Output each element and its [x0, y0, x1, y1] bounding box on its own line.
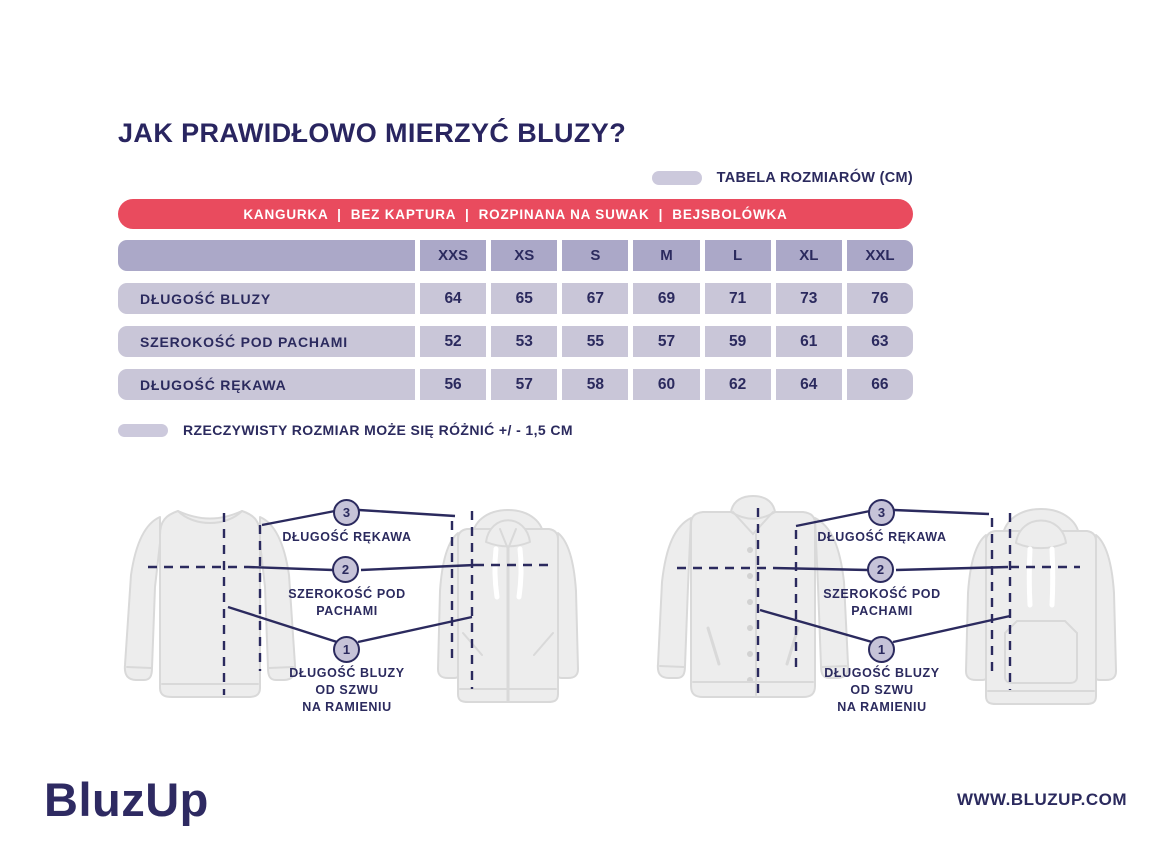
- brand-logo: BluzUp: [44, 773, 209, 826]
- diagram-left-illustration: [123, 508, 579, 703]
- size-table: XXS XS S M L XL XXL DŁUGOŚĆ BLUZY 64 65 …: [118, 240, 913, 400]
- size-value-cell: 60: [633, 369, 700, 400]
- size-header-cell: XXS: [420, 240, 487, 271]
- tolerance-note: RZECZYWISTY ROZMIAR MOŻE SIĘ RÓŻNIĆ +/ -…: [183, 422, 573, 438]
- size-header-cell: XXL: [846, 240, 913, 271]
- callout-circle-length: 1: [868, 636, 895, 663]
- row-label-cell: SZEROKOŚĆ POD PACHAMI: [118, 326, 415, 357]
- size-value-cell: 66: [846, 369, 913, 400]
- note-pill-icon: [118, 423, 168, 437]
- callout-label-width: SZEROKOŚĆ POD PACHAMI: [288, 587, 406, 618]
- size-value-cell: 59: [704, 326, 771, 357]
- callout-circle-width: 2: [867, 556, 894, 583]
- table-corner-cell: [118, 240, 415, 271]
- size-value-cell: 57: [633, 326, 700, 357]
- tolerance-note-row: RZECZYWISTY ROZMIAR MOŻE SIĘ RÓŻNIĆ +/ -…: [118, 422, 573, 438]
- size-value-cell: 71: [704, 283, 771, 314]
- diagram-right-illustration: [656, 495, 1117, 705]
- callout-label-length: DŁUGOŚĆ BLUZY OD SZWU NA RAMIENIU: [289, 666, 405, 714]
- size-value-cell: 55: [562, 326, 629, 357]
- size-header-cell: XL: [775, 240, 842, 271]
- callout-label-sleeve: DŁUGOŚĆ RĘKAWA: [282, 530, 412, 544]
- callout-label-length: DŁUGOŚĆ BLUZY OD SZWU NA RAMIENIU: [824, 666, 940, 714]
- callout-circle-sleeve: 3: [868, 499, 895, 526]
- category-banner: KANGURKA | BEZ KAPTURA | ROZPINANA NA SU…: [118, 199, 913, 229]
- size-table-caption: TABELA ROZMIARÓW (CM): [716, 170, 913, 186]
- callout-label-width: SZEROKOŚĆ POD PACHAMI: [823, 587, 941, 618]
- size-header-cell: XS: [491, 240, 558, 271]
- measurement-lines: [677, 508, 1080, 695]
- size-value-cell: 67: [562, 283, 629, 314]
- size-value-cell: 53: [491, 326, 558, 357]
- kangaroo-hoodie-illustration: [965, 508, 1117, 705]
- measurement-diagram-left: 3 DŁUGOŚĆ RĘKAWA 2 SZEROKOŚĆ POD PACHAMI…: [118, 483, 583, 738]
- website-url: WWW.BLUZUP.COM: [956, 790, 1127, 809]
- size-value-cell: 69: [633, 283, 700, 314]
- size-value-cell: 56: [420, 369, 487, 400]
- row-label-cell: DŁUGOŚĆ BLUZY: [118, 283, 415, 314]
- callout-label-sleeve: DŁUGOŚĆ RĘKAWA: [817, 530, 947, 544]
- callout-circle-sleeve: 3: [333, 499, 360, 526]
- sweatshirt-illustration: [123, 510, 297, 698]
- callout-circle-length: 1: [333, 636, 360, 663]
- size-value-cell: 65: [491, 283, 558, 314]
- legend-pill-icon: [651, 171, 702, 185]
- measurement-lines: [148, 508, 555, 695]
- page-title: JAK PRAWIDŁOWO MIERZYĆ BLUZY?: [118, 118, 627, 148]
- size-value-cell: 61: [775, 326, 842, 357]
- baseball-jacket-illustration: [656, 495, 850, 698]
- size-value-cell: 76: [846, 283, 913, 314]
- size-value-cell: 63: [846, 326, 913, 357]
- size-value-cell: 58: [562, 369, 629, 400]
- size-header-cell: L: [704, 240, 771, 271]
- zip-hoodie-illustration: [437, 509, 579, 703]
- table-caption-row: TABELA ROZMIARÓW (CM): [118, 170, 913, 186]
- size-value-cell: 64: [775, 369, 842, 400]
- size-value-cell: 52: [420, 326, 487, 357]
- callout-circle-width: 2: [332, 556, 359, 583]
- size-value-cell: 64: [420, 283, 487, 314]
- measurement-diagram-right: 3 DŁUGOŚĆ RĘKAWA 2 SZEROKOŚĆ POD PACHAMI…: [653, 483, 1123, 738]
- size-value-cell: 57: [491, 369, 558, 400]
- size-value-cell: 62: [704, 369, 771, 400]
- row-label-cell: DŁUGOŚĆ RĘKAWA: [118, 369, 415, 400]
- size-value-cell: 73: [775, 283, 842, 314]
- size-header-cell: M: [633, 240, 700, 271]
- size-header-cell: S: [562, 240, 629, 271]
